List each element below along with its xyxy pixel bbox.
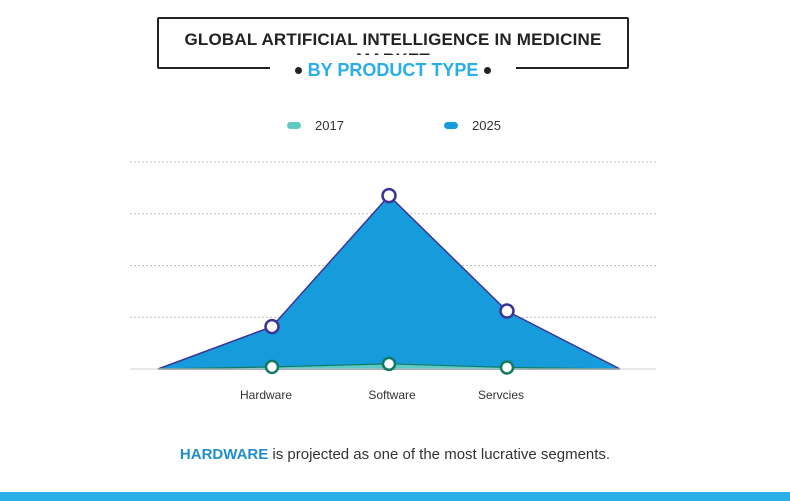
legend-swatch-2025 (444, 122, 458, 129)
point-2025-hardware (264, 318, 280, 335)
bullet-dot-icon (484, 66, 492, 74)
footnote-highlight: HARDWARE (179, 446, 269, 463)
bullet-dot-icon (294, 66, 302, 74)
x-tick-label-servcies: Servcies (478, 388, 524, 402)
area-chart: Hardware Software Servcies (130, 161, 656, 402)
subtitle-row: BY PRODUCT TYPE (270, 55, 516, 85)
point-2017-hardware (264, 359, 280, 375)
legend-item-2017: 2017 (287, 118, 344, 133)
legend-label-2017: 2017 (315, 118, 344, 133)
legend-item-2025: 2025 (444, 118, 501, 133)
x-tick-label-software: Software (368, 388, 416, 402)
series-2025-area (157, 194, 621, 370)
legend-swatch-2017 (287, 122, 301, 129)
point-2017-servcies (499, 360, 515, 375)
point-2025-software (381, 187, 397, 204)
footnote-text: is projected as one of the most lucrativ… (268, 446, 611, 463)
legend: 2017 2025 (0, 118, 790, 136)
point-2025-servcies (499, 303, 515, 319)
chart-subtitle: BY PRODUCT TYPE (307, 59, 479, 80)
footnote: HARDWARE is projected as one of the most… (0, 446, 790, 463)
point-2017-software (381, 356, 397, 372)
bottom-accent-bar (0, 492, 790, 501)
x-tick-label-hardware: Hardware (240, 388, 292, 402)
legend-label-2025: 2025 (472, 118, 501, 133)
